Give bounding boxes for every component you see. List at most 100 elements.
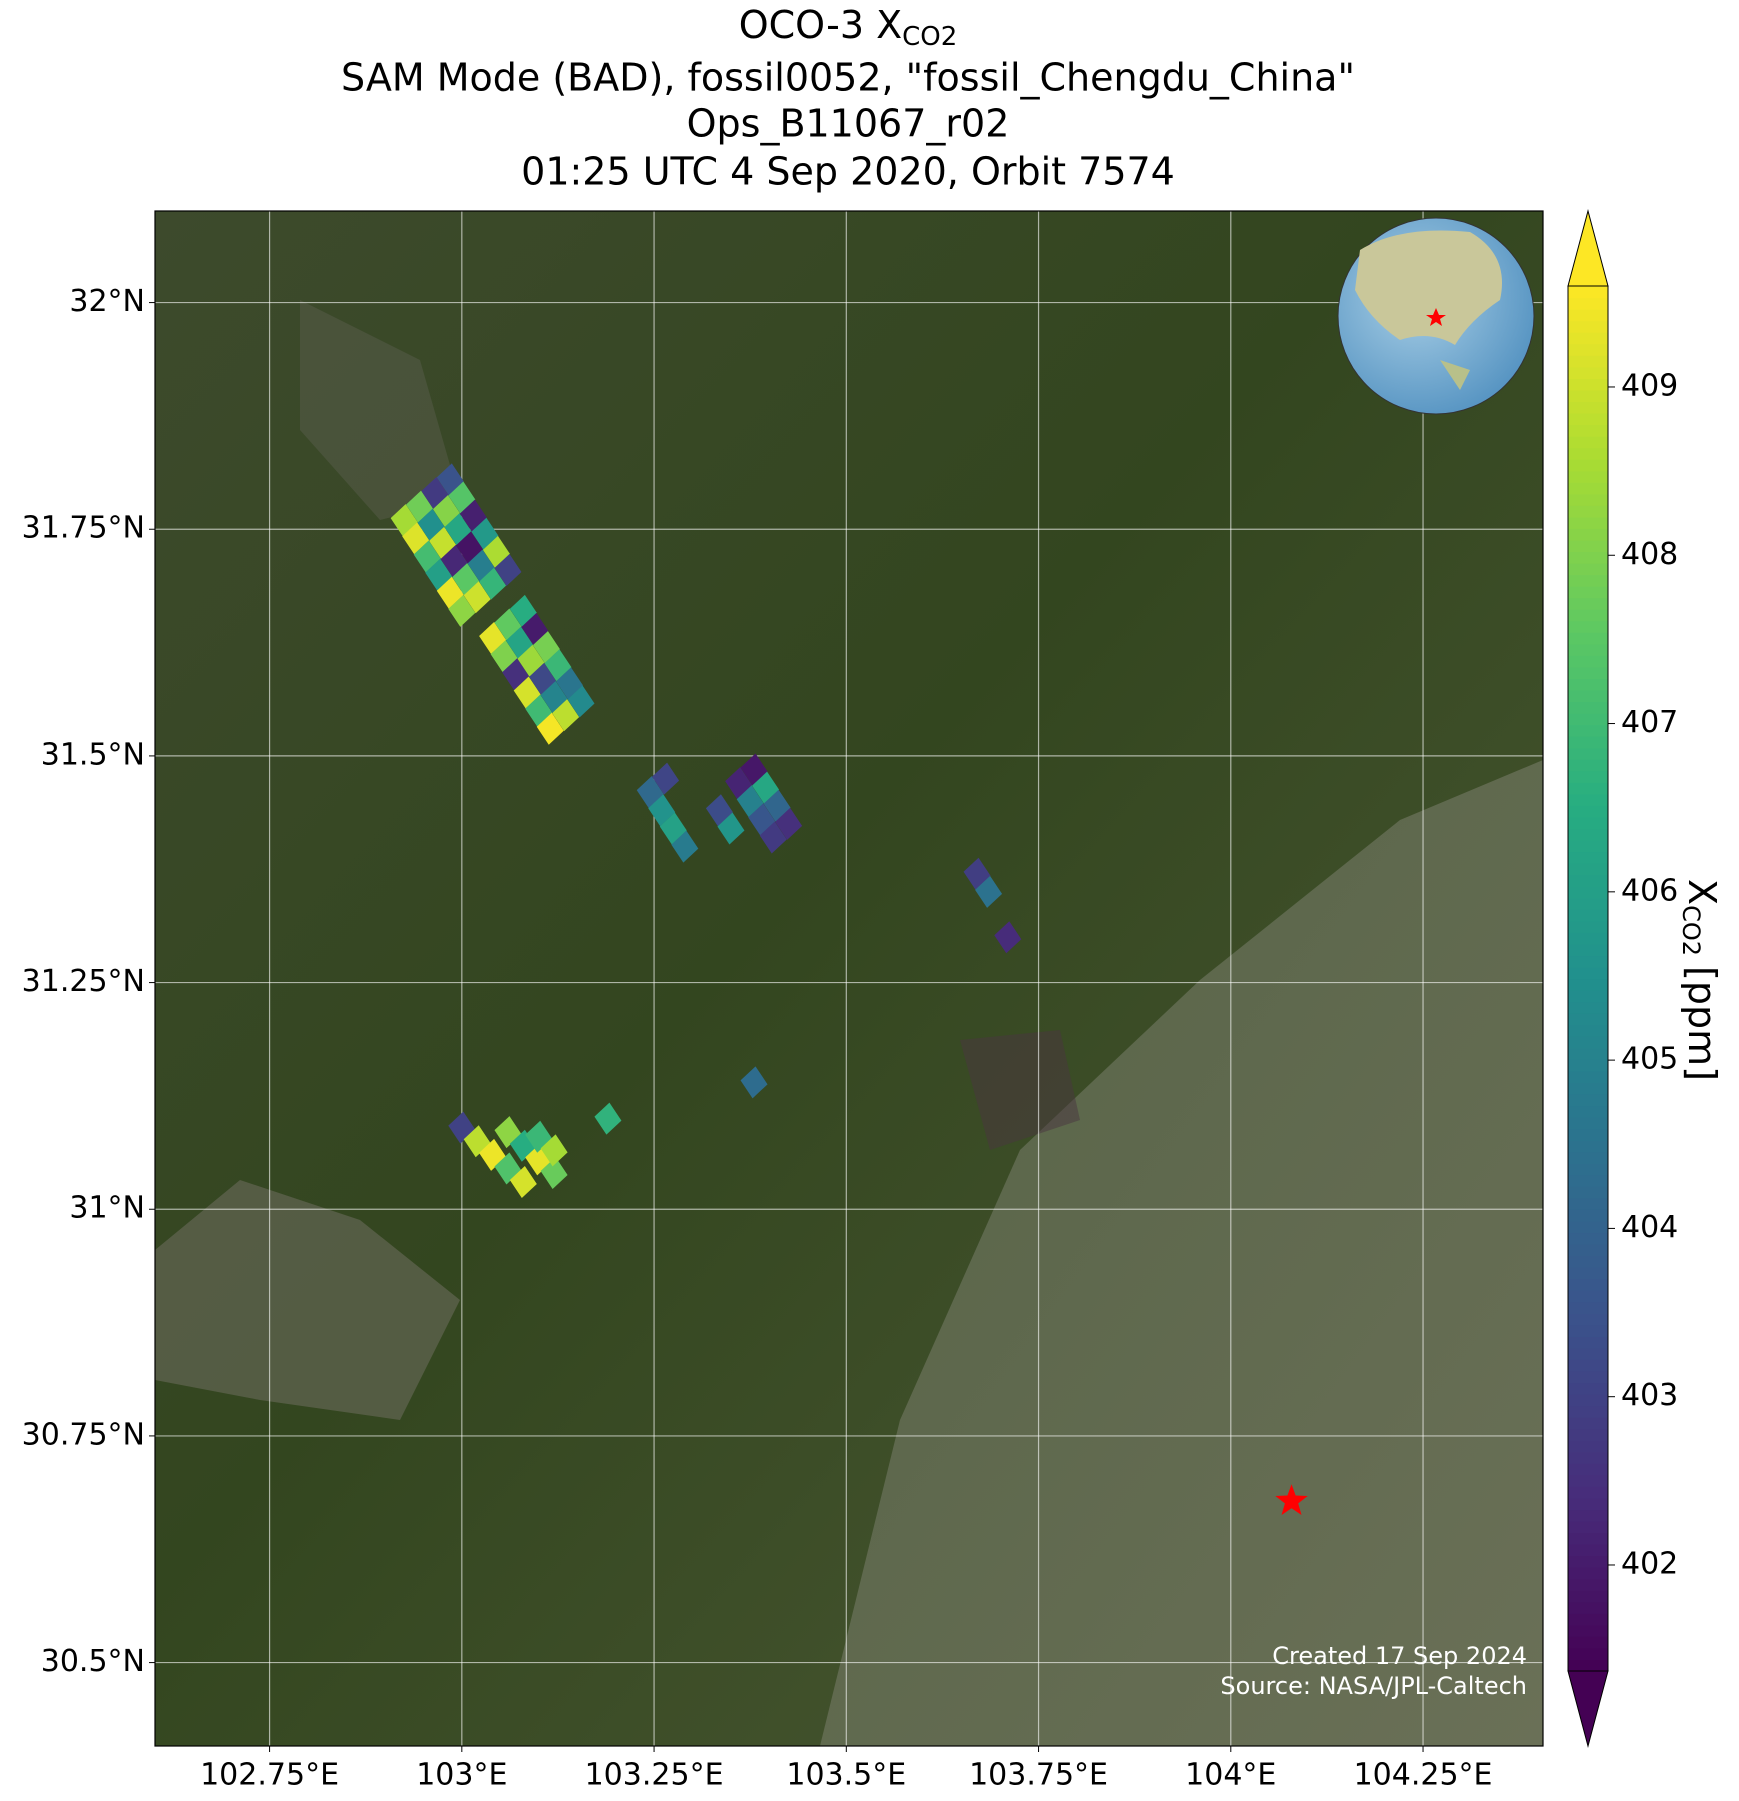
colorbar-segment xyxy=(1568,955,1608,968)
colorbar-segment xyxy=(1568,574,1608,587)
colorbar-segment xyxy=(1568,309,1608,322)
colorbar-segment xyxy=(1568,990,1608,1003)
colorbar-segment xyxy=(1568,1128,1608,1141)
colorbar-segment xyxy=(1568,701,1608,714)
globe-land xyxy=(1440,360,1470,390)
grid xyxy=(155,211,1543,1746)
colorbar-segment xyxy=(1568,840,1608,853)
colorbar-segment xyxy=(1568,1544,1608,1557)
colorbar-segment xyxy=(1568,528,1608,541)
colorbar-label-subscript: CO2 xyxy=(1677,905,1705,956)
colorbar-segment xyxy=(1568,1336,1608,1349)
sounding xyxy=(540,1156,568,1189)
colorbar-segment xyxy=(1568,493,1608,506)
colorbar-segment xyxy=(1568,1555,1608,1568)
x-tick-label: 103.25°E xyxy=(585,1758,724,1793)
colorbar-segment xyxy=(1568,666,1608,680)
colorbar-segment xyxy=(1568,805,1608,818)
colorbar-segment xyxy=(1568,1232,1608,1245)
colorbar-tick-label: 409 xyxy=(1621,368,1678,403)
colorbar-segment xyxy=(1568,863,1608,876)
sounding xyxy=(994,921,1022,954)
colorbar-segment xyxy=(1568,689,1608,703)
colorbar-segment xyxy=(1568,1151,1608,1164)
colorbar-segment xyxy=(1568,424,1608,437)
y-tick-label: 31°N xyxy=(69,1191,145,1226)
colorbar-tick-label: 408 xyxy=(1621,537,1678,572)
colorbar-segment xyxy=(1568,1440,1608,1453)
colorbar-segment xyxy=(1568,1428,1608,1441)
colorbar-segment xyxy=(1568,505,1608,518)
colorbar-segment xyxy=(1568,1313,1608,1326)
colorbar-segment xyxy=(1568,793,1608,806)
colorbar-segment xyxy=(1568,920,1608,933)
colorbar-segment xyxy=(1568,886,1608,899)
colorbar-segment xyxy=(1568,1093,1608,1107)
sounding xyxy=(552,699,580,732)
title-subscript: CO2 xyxy=(902,22,957,52)
colorbar-segment xyxy=(1568,1474,1608,1487)
colorbar-segment xyxy=(1568,1417,1608,1430)
colorbar-segment xyxy=(1568,355,1608,368)
colorbar-segment xyxy=(1568,586,1608,599)
colorbar-segment xyxy=(1568,851,1608,864)
colorbar-label-unit: [ppm] xyxy=(1681,966,1725,1081)
colorbar-segment xyxy=(1568,1255,1608,1268)
sounding xyxy=(567,685,595,718)
colorbar-segment xyxy=(1568,909,1608,922)
subtitle: Ops_B11067_r02 xyxy=(687,102,1010,146)
y-tick-label: 30.75°N xyxy=(22,1417,145,1452)
subtitle: SAM Mode (BAD), fossil0052, "fossil_Chen… xyxy=(341,56,1355,100)
colorbar-segment xyxy=(1568,1567,1608,1580)
colorbar-segment xyxy=(1568,770,1608,783)
colorbar-segment xyxy=(1568,1047,1608,1060)
colorbar-segment xyxy=(1568,978,1608,991)
colorbar-segment xyxy=(1568,1601,1608,1614)
colorbar: 402 403 404 405 406 407 408 409 xyxy=(1567,209,1678,1748)
colorbar-segment xyxy=(1568,747,1608,760)
colorbar-segment xyxy=(1568,1082,1608,1095)
colorbar-segment xyxy=(1568,1394,1608,1407)
target-marker xyxy=(1275,1484,1308,1515)
colorbar-segment xyxy=(1568,1532,1608,1545)
colorbar-segment xyxy=(1568,759,1608,772)
colorbar-label-main: X xyxy=(1681,879,1725,905)
colorbar-segment xyxy=(1568,1359,1608,1372)
sounding xyxy=(759,821,787,854)
colorbar-segment xyxy=(1568,1013,1608,1026)
colorbar-segment xyxy=(1568,782,1608,795)
sounding xyxy=(652,762,680,795)
colorbar-segment xyxy=(1568,551,1608,564)
basemap xyxy=(155,211,1543,1746)
sounding xyxy=(717,812,745,845)
colorbar-segment xyxy=(1568,1243,1608,1257)
colorbar-segment xyxy=(1568,713,1608,726)
plains xyxy=(820,760,1543,1746)
colorbar-segment xyxy=(1568,459,1608,472)
globe-target xyxy=(1426,308,1446,326)
x-tick-label: 104.25°E xyxy=(1354,1758,1493,1793)
colorbar-segment xyxy=(1568,620,1608,633)
colorbar-segment xyxy=(1568,412,1608,426)
colorbar-segment xyxy=(1568,1347,1608,1360)
colorbar-segment xyxy=(1568,655,1608,668)
sounding xyxy=(448,594,476,627)
colorbar-segment xyxy=(1568,1197,1608,1210)
colorbar-segment xyxy=(1568,943,1608,957)
subtitle: 01:25 UTC 4 Sep 2020, Orbit 7574 xyxy=(521,150,1175,194)
colorbar-segment xyxy=(1568,1186,1608,1199)
colorbar-segment xyxy=(1568,1163,1608,1176)
sounding xyxy=(671,830,699,863)
y-tick-label: 31.5°N xyxy=(41,737,145,772)
colorbar-segment xyxy=(1568,1520,1608,1534)
colorbar-segment xyxy=(1568,1613,1608,1626)
soundings xyxy=(390,463,1022,1199)
colorbar-extend-max xyxy=(1567,209,1609,287)
colorbar-segment xyxy=(1568,1174,1608,1187)
x-tick-label: 103.5°E xyxy=(786,1758,906,1793)
colorbar-segment xyxy=(1568,1059,1608,1072)
y-tick-label: 30.5°N xyxy=(41,1644,145,1679)
colorbar-segment xyxy=(1568,1278,1608,1291)
colorbar-segment xyxy=(1568,343,1608,356)
colorbar-tick-label: 404 xyxy=(1621,1210,1678,1245)
